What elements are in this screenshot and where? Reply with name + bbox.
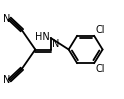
Text: N: N [3, 75, 11, 85]
Text: N: N [3, 14, 11, 24]
Text: Cl: Cl [95, 64, 105, 74]
Text: HN: HN [35, 32, 50, 42]
Text: N: N [52, 39, 59, 49]
Text: Cl: Cl [95, 25, 105, 35]
